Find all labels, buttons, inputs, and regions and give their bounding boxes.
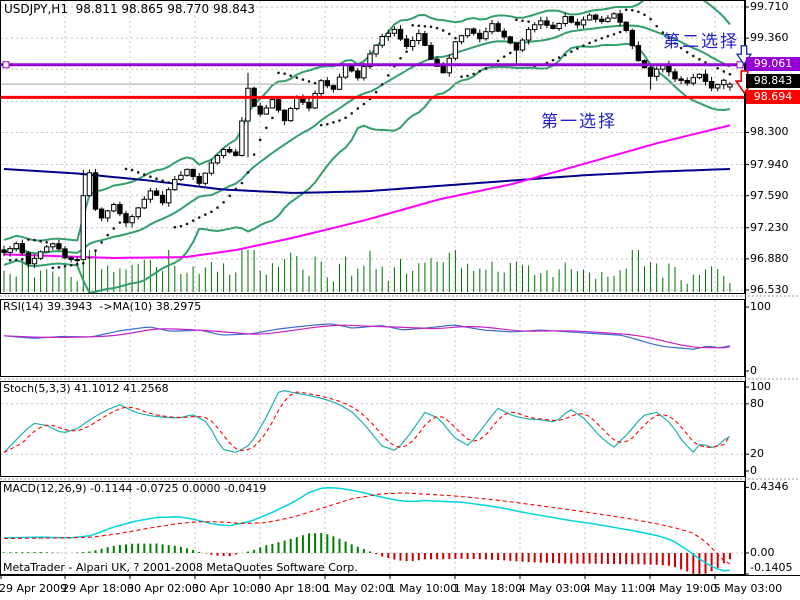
time-axis-label: 29 Apr 18:00 xyxy=(62,582,134,595)
slow-ma-line xyxy=(3,167,730,194)
time-axis-label: 1 May 10:00 xyxy=(388,582,458,595)
candlesticks xyxy=(1,9,733,268)
support-price-badge: 98.694 xyxy=(746,90,800,104)
time-axis-label: 1 May 18:00 xyxy=(453,582,523,595)
time-axis-label: 29 Apr 2009 xyxy=(0,582,67,595)
price-axis-label: 99.710 xyxy=(750,0,789,13)
macd-scale-label: 0.4346 xyxy=(750,480,789,494)
time-axis-label: 30 Apr 18:00 xyxy=(257,582,329,595)
parabolic-sar-dots xyxy=(8,8,732,270)
fast-ma-line xyxy=(3,124,731,259)
hline-handle[interactable] xyxy=(736,61,744,69)
price-axis-label: 96.880 xyxy=(750,251,789,265)
macd-scale-label: 0.00 xyxy=(750,546,775,559)
panel-borders xyxy=(0,0,800,576)
stoch-scale-label: 80 xyxy=(750,396,764,410)
price-axis-label: 98.300 xyxy=(750,125,789,139)
macd-scale-label: -0.1405 xyxy=(750,561,793,574)
hline-handle[interactable] xyxy=(2,61,10,69)
time-axis-label: 30 Apr 02:00 xyxy=(127,582,199,595)
stoch-scale-label: 0 xyxy=(750,464,757,477)
time-axis-label: 1 May 02:00 xyxy=(323,582,393,595)
macd-signal-line xyxy=(3,492,731,565)
rsi-label: RSI(14) 39.3943 ->MA(10) 38.2975 xyxy=(3,300,202,313)
annotation-second-choice[interactable]: 第二选择 xyxy=(663,32,739,52)
copyright-text: MetaTrader - Alpari UK, ? 2001-2008 Meta… xyxy=(3,561,358,574)
annotation-first-choice[interactable]: 第一选择 xyxy=(541,112,617,132)
bollinger-lower-band xyxy=(3,42,731,293)
time-axis-label: 4 May 03:00 xyxy=(518,582,588,595)
bid-price-badge: 98.843 xyxy=(746,74,800,88)
price-axis-label: 97.230 xyxy=(750,220,789,234)
stoch-label: Stoch(5,3,3) 41.1012 41.2568 xyxy=(3,382,169,395)
rsi-line xyxy=(3,323,731,350)
price-axis-label: 96.530 xyxy=(750,283,789,296)
macd-line xyxy=(3,486,730,572)
price-axis-label: 99.360 xyxy=(750,31,789,45)
rsi-scale-label: 0 xyxy=(750,364,757,377)
time-axis-label: 5 May 03:00 xyxy=(713,582,783,595)
price-axis-label: 97.590 xyxy=(750,188,789,202)
stochastic-d-line xyxy=(3,391,731,454)
axis-ticks xyxy=(0,6,749,579)
resistance-price-badge: 99.061 xyxy=(746,57,800,71)
macd-histogram xyxy=(3,532,731,575)
gridlines xyxy=(1,1,744,574)
rsi-scale-label: 100 xyxy=(750,300,771,313)
stoch-scale-label: 100 xyxy=(750,380,771,393)
price-axis-label: 97.940 xyxy=(750,157,789,171)
macd-label: MACD(12,26,9) -0.1144 -0.0725 0.0000 -0.… xyxy=(3,482,267,495)
bollinger-middle-band xyxy=(3,24,731,255)
bollinger-upper-band xyxy=(3,1,731,242)
time-axis-label: 30 Apr 10:00 xyxy=(192,582,264,595)
stoch-scale-label: 20 xyxy=(750,447,764,461)
volume-bars xyxy=(3,250,731,292)
time-axis-label: 4 May 19:00 xyxy=(648,582,718,595)
rsi-ma-line xyxy=(3,324,731,349)
panel-separators xyxy=(0,295,800,480)
stochastic-k-line xyxy=(3,390,731,454)
chart-title: USDJPY,H1 98.811 98.865 98.770 98.843 xyxy=(4,2,255,16)
time-axis-label: 4 May 11:00 xyxy=(583,582,653,595)
